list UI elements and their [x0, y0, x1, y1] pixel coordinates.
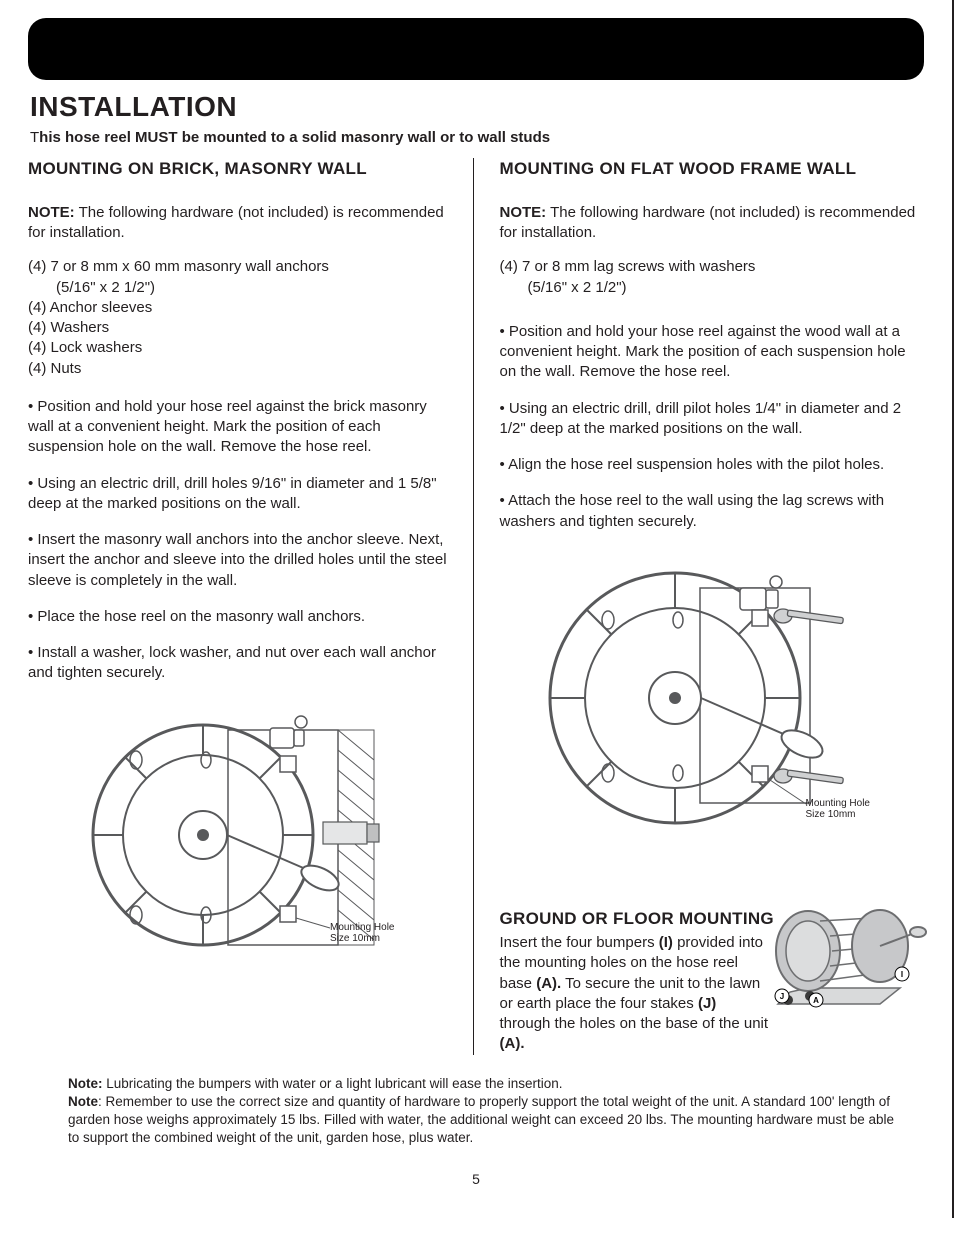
- left-heading: MOUNTING ON BRICK, MASONRY WALL: [28, 158, 453, 181]
- caption-line: Size 10mm: [806, 809, 856, 820]
- left-steps: • Position and hold your hose reel again…: [28, 397, 453, 684]
- bottom-notes: Note: Lubricating the bumpers with water…: [28, 1075, 924, 1148]
- ground-figure: J A I: [760, 896, 928, 1022]
- hose-reel-brick-svg: [28, 700, 408, 1000]
- step: • Install a washer, lock washer, and nut…: [28, 643, 453, 684]
- step: • Attach the hose reel to the wall using…: [500, 491, 925, 532]
- mount-warning-bold: his hose reel MUST be mounted to a solid…: [39, 129, 550, 146]
- right-hardware-list: (4) 7 or 8 mm lag screws with washers (5…: [500, 257, 925, 298]
- right-steps: • Position and hold your hose reel again…: [500, 322, 925, 532]
- left-note: NOTE: The following hardware (not includ…: [28, 203, 453, 244]
- hose-reel-wood-svg: [500, 548, 890, 888]
- bottom-note-1: Note: Lubricating the bumpers with water…: [68, 1075, 894, 1093]
- step: • Using an electric drill, drill holes 9…: [28, 474, 453, 515]
- label-I: I: [901, 970, 903, 979]
- caption-line: Mounting Hole: [806, 798, 870, 809]
- note-label: Note:: [68, 1076, 103, 1091]
- step: • Insert the masonry wall anchors into t…: [28, 530, 453, 591]
- gtxt-b: (J): [698, 995, 716, 1012]
- fig-caption: Mounting Hole Size 10mm: [806, 798, 870, 821]
- header-black-band: [28, 18, 924, 80]
- mount-warning: This hose reel MUST be mounted to a soli…: [30, 128, 924, 148]
- hw-item: (4) Washers: [28, 318, 453, 338]
- gtxt-b: (A).: [536, 975, 561, 992]
- caption-line: Mounting Hole: [330, 922, 394, 933]
- gtxt: Insert the four bumpers: [500, 934, 659, 951]
- ground-mount-svg: J A I: [760, 896, 928, 1016]
- hw-item: (4) Anchor sleeves: [28, 298, 453, 318]
- ground-mount-block: GROUND OR FLOOR MOUNTING Insert the four…: [500, 908, 925, 1054]
- note-label: Note: [68, 1094, 98, 1109]
- section-title: INSTALLATION: [30, 88, 924, 126]
- gtxt-b: (A).: [500, 1035, 525, 1052]
- hw-item-sub: (5/16" x 2 1/2"): [28, 278, 453, 298]
- right-column: MOUNTING ON FLAT WOOD FRAME WALL NOTE: T…: [500, 158, 925, 1055]
- note-text: : Remember to use the correct size and q…: [68, 1094, 894, 1145]
- note-label: NOTE:: [500, 204, 547, 221]
- hw-item: (4) Lock washers: [28, 338, 453, 358]
- hw-item-sub: (5/16" x 2 1/2"): [500, 278, 925, 298]
- manual-page: INSTALLATION This hose reel MUST be moun…: [0, 0, 954, 1218]
- hw-item: (4) Nuts: [28, 359, 453, 379]
- step: • Place the hose reel on the masonry wal…: [28, 607, 453, 627]
- label-J: J: [780, 992, 784, 1001]
- label-A: A: [813, 996, 819, 1005]
- hw-item: (4) 7 or 8 mm x 60 mm masonry wall ancho…: [28, 257, 453, 277]
- step: • Align the hose reel suspension holes w…: [500, 455, 925, 475]
- left-column: MOUNTING ON BRICK, MASONRY WALL NOTE: Th…: [28, 158, 474, 1055]
- fig-caption: Mounting Hole Size 10mm: [330, 922, 394, 945]
- bottom-note-2: Note: Remember to use the correct size a…: [68, 1093, 894, 1148]
- right-figure: Mounting Hole Size 10mm: [500, 548, 925, 894]
- note-text: The following hardware (not included) is…: [28, 204, 444, 241]
- step: • Position and hold your hose reel again…: [500, 322, 925, 383]
- page-number: 5: [28, 1170, 924, 1189]
- caption-line: Size 10mm: [330, 933, 380, 944]
- gtxt-b: (I): [659, 934, 673, 951]
- note-text: The following hardware (not included) is…: [500, 204, 916, 241]
- left-hardware-list: (4) 7 or 8 mm x 60 mm masonry wall ancho…: [28, 257, 453, 379]
- mount-warning-prefix: T: [30, 129, 39, 146]
- hw-item: (4) 7 or 8 mm lag screws with washers: [500, 257, 925, 277]
- right-note: NOTE: The following hardware (not includ…: [500, 203, 925, 244]
- two-column-layout: MOUNTING ON BRICK, MASONRY WALL NOTE: Th…: [28, 158, 924, 1055]
- ground-text: Insert the four bumpers (I) provided int…: [500, 933, 772, 1055]
- note-text: Lubricating the bumpers with water or a …: [103, 1076, 563, 1091]
- note-label: NOTE:: [28, 204, 75, 221]
- left-figure: Mounting Hole Size 10mm: [28, 700, 453, 1006]
- gtxt: through the holes on the base of the uni…: [500, 1015, 769, 1032]
- right-heading: MOUNTING ON FLAT WOOD FRAME WALL: [500, 158, 925, 181]
- step: • Using an electric drill, drill pilot h…: [500, 399, 925, 440]
- step: • Position and hold your hose reel again…: [28, 397, 453, 458]
